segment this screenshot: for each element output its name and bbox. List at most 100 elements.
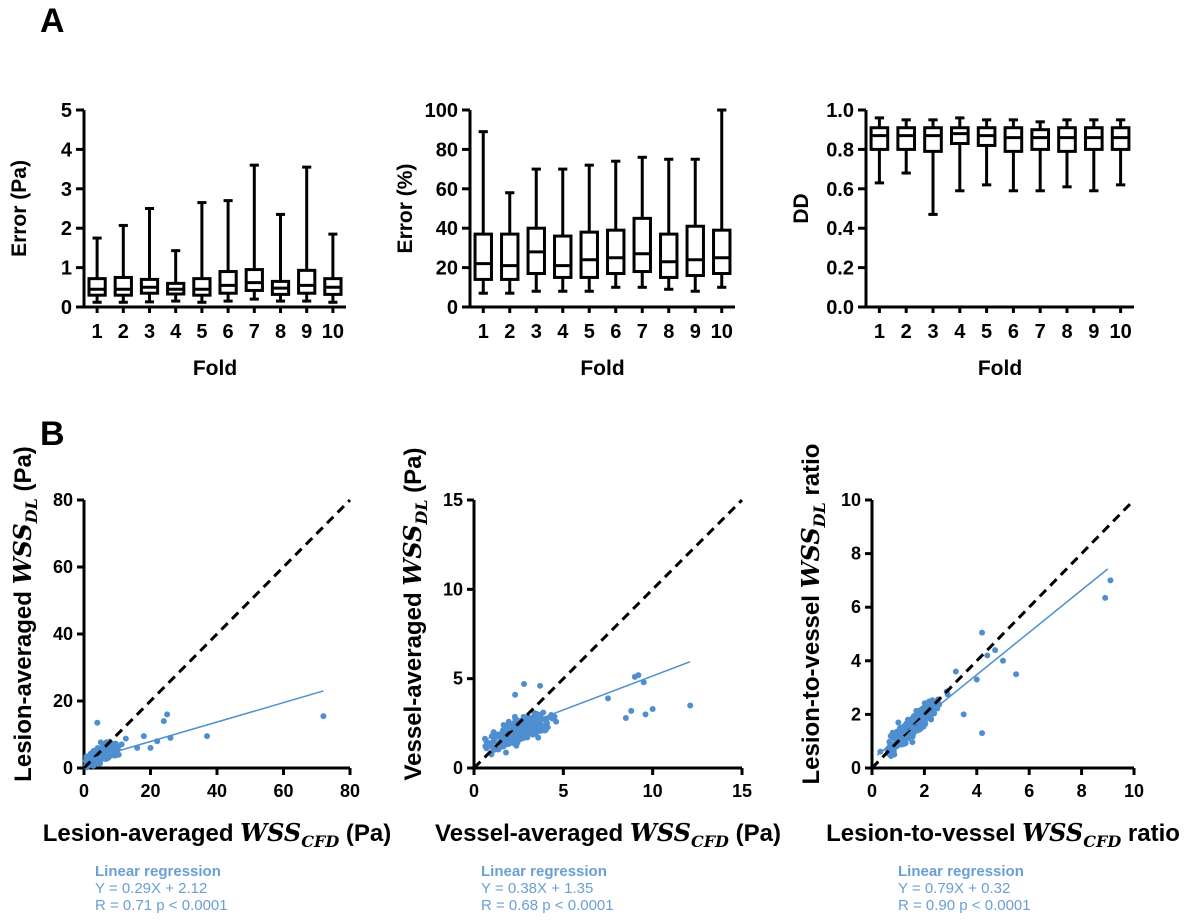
x-tick-label: 5 — [196, 321, 207, 343]
x-tick-label: 10 — [1109, 321, 1131, 343]
box-fold-7: 7 — [632, 155, 652, 343]
box-fold-9: 9 — [685, 157, 705, 343]
box-iqr — [297, 268, 317, 295]
x-tick-label: 8 — [275, 321, 286, 343]
y-tick-label: 10 — [443, 579, 463, 599]
y-tick-label: 0.6 — [826, 179, 854, 201]
x-label-sub: CFD — [301, 832, 339, 851]
y-tick-label: 0.4 — [826, 218, 855, 240]
y-tick-label: 0.2 — [826, 258, 854, 280]
box-iqr — [244, 268, 264, 292]
box-fold-2: 2 — [896, 118, 917, 343]
y-tick-label: 10 — [841, 490, 861, 510]
data-point — [147, 744, 154, 751]
x-tick-label: 5 — [584, 321, 595, 343]
x-tick-label: 15 — [732, 781, 752, 801]
y-label-prefix: Lesion-averaged — [10, 584, 37, 781]
data-point — [481, 735, 488, 742]
data-point — [635, 672, 642, 679]
x-label-var: WSS — [240, 818, 301, 847]
data-point — [979, 730, 986, 737]
x-tick-label: 2 — [919, 781, 929, 801]
x-tick-label: 1 — [478, 321, 489, 343]
data-point — [498, 734, 505, 741]
y-tick-label: 5 — [61, 100, 72, 122]
data-point — [122, 735, 129, 742]
regression-stats: R = 0.71 p < 0.0001 — [95, 897, 228, 914]
x-axis-label: Fold — [978, 357, 1022, 380]
x-label-suffix: (Pa) — [339, 820, 391, 847]
box-fold-6: 6 — [218, 199, 238, 343]
scatter-points — [877, 577, 1114, 760]
data-point — [927, 701, 934, 708]
x-label-prefix: Lesion-averaged — [43, 820, 240, 847]
x-tick-label: 4 — [170, 321, 182, 343]
data-point — [984, 652, 991, 659]
y-tick-label: 0 — [453, 758, 463, 778]
box-iqr — [606, 228, 626, 276]
regression-equation: Y = 0.79X + 0.32 — [898, 880, 1011, 897]
box-iqr — [1030, 128, 1051, 151]
regression-stats: R = 0.68 p < 0.0001 — [481, 897, 614, 914]
x-tick-label: 6 — [1024, 781, 1034, 801]
box-fold-1: 1 — [473, 130, 493, 343]
x-tick-label: 9 — [301, 321, 312, 343]
box-fold-8: 8 — [1057, 118, 1077, 343]
x-tick-label: 0 — [469, 781, 479, 801]
data-point — [894, 734, 901, 741]
data-point — [927, 716, 934, 723]
regression-equation: Y = 0.38X + 1.35 — [481, 880, 594, 897]
data-point — [204, 733, 211, 740]
box-fold-3: 3 — [139, 207, 160, 343]
data-point — [320, 713, 327, 720]
y-tick-label: 80 — [53, 490, 73, 510]
box-fold-3: 3 — [923, 118, 943, 343]
box-fold-5: 5 — [192, 201, 212, 343]
data-point — [895, 719, 902, 726]
x-tick-label: 2 — [118, 321, 129, 343]
x-tick-label: 6 — [610, 321, 621, 343]
y-axis-label: DD — [790, 193, 813, 223]
data-point — [112, 744, 119, 751]
box-fold-6: 6 — [1003, 118, 1024, 343]
box-iqr — [218, 270, 238, 295]
box-fold-10: 10 — [322, 232, 344, 343]
y-label-var: WSS — [398, 525, 427, 586]
x-axis-label: Lesion-averaged WSSCFD (Pa) — [43, 818, 391, 851]
data-point — [973, 676, 980, 683]
y-tick-label: 0.0 — [826, 297, 854, 319]
data-point — [1107, 577, 1114, 584]
y-tick-label: 5 — [453, 669, 463, 689]
data-point — [512, 691, 519, 698]
x-axis-label: Vessel-averaged WSSCFD (Pa) — [435, 818, 781, 851]
y-tick-label: 80 — [436, 139, 458, 161]
data-point — [622, 714, 629, 721]
box-fold-7: 7 — [244, 163, 264, 343]
y-label-sub: DL — [412, 499, 431, 525]
x-tick-label: 10 — [643, 781, 663, 801]
y-tick-label: 0.8 — [826, 139, 854, 161]
data-point — [544, 724, 551, 731]
data-point — [495, 746, 502, 753]
y-label-prefix: Lesion-to-vessel — [798, 588, 825, 784]
y-tick-label: 60 — [53, 557, 73, 577]
x-tick-label: 3 — [927, 321, 938, 343]
regression-line — [488, 661, 691, 740]
y-tick-label: 20 — [436, 258, 458, 280]
box-chart-a2: 0 20 40 60 80 100 1 2 3 4 5 6 7 8 9 10 Fold Error (%) — [394, 100, 735, 380]
box-fold-5: 5 — [579, 163, 599, 343]
x-axis-label: Lesion-to-vessel WSSCFD ratio — [826, 818, 1180, 851]
y-tick-label: 2 — [61, 218, 72, 240]
x-axis-label: Fold — [580, 357, 624, 380]
y-tick-label: 3 — [61, 179, 72, 201]
x-tick-label: 3 — [531, 321, 542, 343]
x-tick-label: 4 — [954, 321, 966, 343]
x-tick-label: 6 — [223, 321, 234, 343]
box-iqr — [553, 234, 573, 279]
box-fold-4: 4 — [166, 249, 186, 343]
y-tick-label: 4 — [851, 651, 861, 671]
box-fold-9: 9 — [1083, 118, 1104, 343]
box-fold-3: 3 — [526, 167, 546, 343]
box-iqr — [500, 232, 520, 281]
